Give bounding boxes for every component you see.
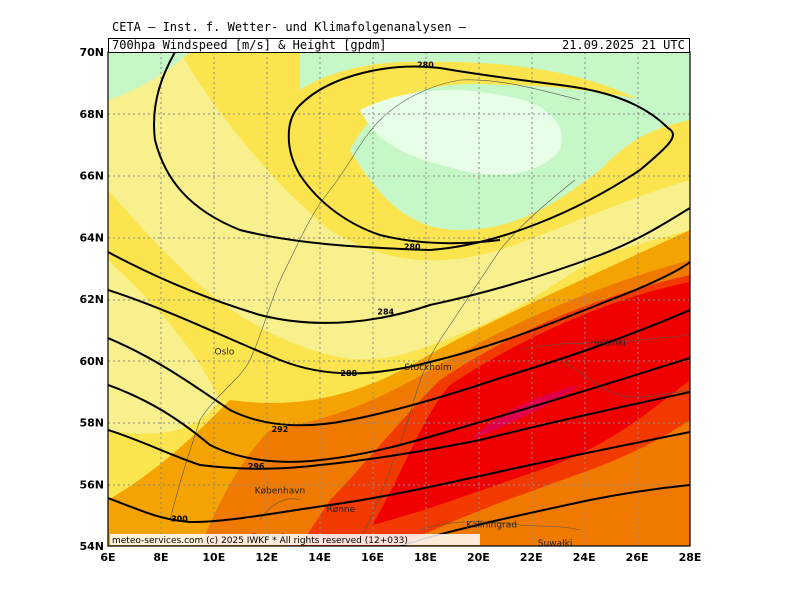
wind-zone-lt5 — [360, 90, 562, 175]
latitude-label: 60N — [79, 355, 104, 368]
latitude-label: 62N — [79, 293, 104, 306]
longitude-label: 20E — [467, 551, 490, 564]
svg-text:280: 280 — [404, 243, 421, 252]
latitude-label: 56N — [79, 478, 104, 491]
contour-284 — [108, 207, 690, 324]
city-label: Helsinki — [590, 338, 625, 348]
city-label: Stockholm — [404, 363, 451, 373]
svg-text:292: 292 — [272, 425, 289, 434]
longitude-label: 24E — [573, 551, 596, 564]
contour-label: 288 — [340, 369, 357, 378]
latitude-label: 70N — [79, 46, 104, 59]
map-title: 700hpa Windspeed [m/s] & Height [gpdm] — [112, 38, 387, 52]
city-label: Suwałki — [538, 539, 573, 549]
svg-text:300: 300 — [171, 514, 188, 523]
city-label: Kaliningrad — [466, 520, 517, 530]
latitude-label: 68N — [79, 108, 104, 121]
svg-text:284: 284 — [377, 307, 394, 316]
contour-308 — [399, 484, 690, 546]
graticule — [108, 52, 690, 546]
contour-304 — [108, 431, 690, 524]
longitude-label: 10E — [202, 551, 225, 564]
height-contours — [108, 52, 690, 546]
wind-zone-10-15-west — [108, 260, 220, 434]
contour-label: 292 — [272, 425, 289, 434]
source-label: CETA – Inst. f. Wetter- und Klimafolgena… — [112, 20, 467, 34]
latitude-label: 54N — [79, 540, 104, 553]
city-label: Oslo — [215, 348, 235, 358]
wind-zone-gt45 — [470, 385, 580, 440]
contour-label: 280 — [404, 243, 421, 252]
longitude-label: 18E — [414, 551, 437, 564]
contour-300 — [108, 391, 690, 470]
wind-zone-10-15 — [108, 52, 690, 360]
longitude-label: 26E — [626, 551, 649, 564]
copyright-footer: meteo-services.com (c) 2025 IWKF * All r… — [112, 536, 408, 546]
svg-text:288: 288 — [340, 369, 357, 378]
latitude-label: 58N — [79, 417, 104, 430]
footer-background — [110, 534, 480, 545]
city-label: København — [255, 487, 306, 497]
longitude-label: 16E — [361, 551, 384, 564]
contour-label: 284 — [377, 307, 394, 316]
city-label: Rønne — [326, 505, 355, 515]
contour-label: 296 — [248, 462, 265, 471]
svg-text:296: 296 — [248, 462, 265, 471]
longitude-label: 28E — [679, 551, 702, 564]
longitude-label: 22E — [520, 551, 543, 564]
title-bar — [108, 38, 690, 53]
wind-zone-25-30-south — [400, 420, 690, 546]
longitude-label: 6E — [100, 551, 115, 564]
longitude-label: 14E — [308, 551, 331, 564]
contour-label: 280 — [417, 60, 434, 69]
map-labels: Oslo Stockholm Helsinki København Rønne Kalin… — [171, 60, 626, 549]
coastlines — [169, 79, 690, 541]
contour-292 — [108, 309, 690, 427]
wind-field — [108, 52, 690, 546]
contour-label: 300 — [171, 514, 188, 523]
latitude-label: 66N — [79, 170, 104, 183]
contour-296 — [108, 357, 690, 463]
svg-text:280: 280 — [417, 60, 434, 69]
valid-time: 21.09.2025 21 UTC — [562, 38, 685, 52]
longitude-label: 8E — [153, 551, 168, 564]
contour-288 — [108, 261, 690, 375]
contour-280-closed — [153, 52, 674, 252]
latitude-label: 64N — [79, 231, 104, 244]
longitude-label: 12E — [255, 551, 278, 564]
